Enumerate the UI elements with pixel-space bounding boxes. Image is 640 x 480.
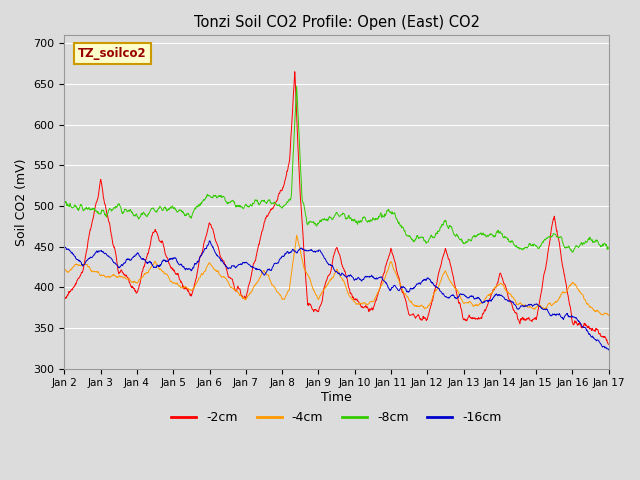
- -16cm: [206, 238, 214, 244]
- -2cm: [493, 284, 500, 289]
- -16cm: [422, 277, 429, 283]
- X-axis label: Time: Time: [321, 391, 352, 404]
- -4cm: [293, 232, 301, 238]
- -4cm: [541, 306, 548, 312]
- -8cm: [243, 203, 250, 208]
- -2cm: [541, 270, 548, 276]
- -16cm: [493, 291, 500, 297]
- -8cm: [422, 238, 429, 244]
- Y-axis label: Soil CO2 (mV): Soil CO2 (mV): [15, 158, 28, 246]
- -4cm: [243, 295, 250, 300]
- -16cm: [182, 267, 189, 273]
- -8cm: [541, 237, 548, 243]
- Line: -2cm: -2cm: [65, 72, 609, 344]
- -2cm: [422, 315, 429, 321]
- -8cm: [569, 249, 577, 255]
- -2cm: [291, 69, 299, 74]
- -16cm: [541, 307, 548, 312]
- -2cm: [61, 296, 68, 301]
- -2cm: [182, 286, 189, 291]
- -4cm: [182, 284, 189, 290]
- -8cm: [61, 201, 68, 206]
- -4cm: [422, 306, 429, 312]
- -2cm: [168, 266, 176, 272]
- -2cm: [605, 341, 612, 347]
- Line: -4cm: -4cm: [65, 235, 609, 315]
- -16cm: [605, 347, 612, 353]
- -8cm: [182, 213, 189, 218]
- -4cm: [61, 266, 68, 272]
- Title: Tonzi Soil CO2 Profile: Open (East) CO2: Tonzi Soil CO2 Profile: Open (East) CO2: [193, 15, 479, 30]
- -8cm: [168, 204, 176, 209]
- -16cm: [61, 243, 68, 249]
- Line: -8cm: -8cm: [65, 86, 609, 252]
- Legend: -2cm, -4cm, -8cm, -16cm: -2cm, -4cm, -8cm, -16cm: [166, 406, 507, 429]
- -16cm: [243, 260, 251, 265]
- -4cm: [605, 312, 612, 318]
- -8cm: [493, 229, 500, 235]
- Line: -16cm: -16cm: [65, 241, 609, 350]
- -4cm: [493, 283, 500, 289]
- -4cm: [168, 280, 176, 286]
- -8cm: [605, 246, 612, 252]
- -16cm: [168, 256, 176, 262]
- Text: TZ_soilco2: TZ_soilco2: [78, 47, 147, 60]
- -2cm: [243, 293, 250, 299]
- -8cm: [293, 84, 301, 89]
